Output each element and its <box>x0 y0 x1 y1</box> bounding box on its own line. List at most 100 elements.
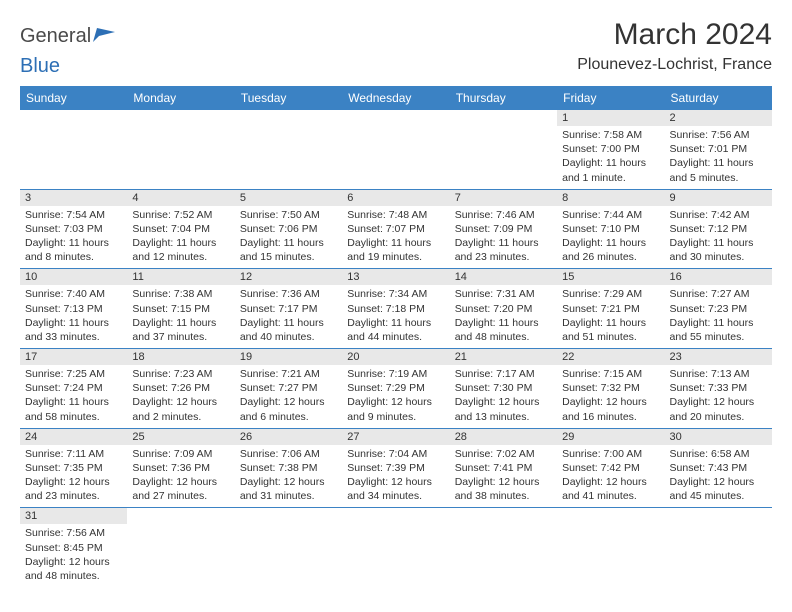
calendar-cell: 22Sunrise: 7:15 AMSunset: 7:32 PMDayligh… <box>557 349 664 429</box>
day-number: 2 <box>665 110 772 126</box>
weekday-header: Tuesday <box>235 86 342 110</box>
calendar-cell: 17Sunrise: 7:25 AMSunset: 7:24 PMDayligh… <box>20 349 127 429</box>
day-number: 6 <box>342 190 449 206</box>
brand-name-gray: General <box>20 25 91 47</box>
day-details: Sunrise: 7:44 AMSunset: 7:10 PMDaylight:… <box>557 206 664 269</box>
day-details: Sunrise: 7:21 AMSunset: 7:27 PMDaylight:… <box>235 365 342 428</box>
calendar-cell: 26Sunrise: 7:06 AMSunset: 7:38 PMDayligh… <box>235 428 342 508</box>
day-number: 16 <box>665 269 772 285</box>
day-details: Sunrise: 7:23 AMSunset: 7:26 PMDaylight:… <box>127 365 234 428</box>
day-number: 9 <box>665 190 772 206</box>
calendar-cell: 12Sunrise: 7:36 AMSunset: 7:17 PMDayligh… <box>235 269 342 349</box>
page-header: General Blue March 2024 Plounevez-Lochris… <box>20 18 772 76</box>
day-details: Sunrise: 7:17 AMSunset: 7:30 PMDaylight:… <box>450 365 557 428</box>
calendar-table: SundayMondayTuesdayWednesdayThursdayFrid… <box>20 86 772 587</box>
calendar-cell: 28Sunrise: 7:02 AMSunset: 7:41 PMDayligh… <box>450 428 557 508</box>
calendar-cell: 25Sunrise: 7:09 AMSunset: 7:36 PMDayligh… <box>127 428 234 508</box>
day-number: 24 <box>20 429 127 445</box>
day-details: Sunrise: 6:58 AMSunset: 7:43 PMDaylight:… <box>665 445 772 508</box>
day-details: Sunrise: 7:04 AMSunset: 7:39 PMDaylight:… <box>342 445 449 508</box>
weekday-header: Sunday <box>20 86 127 110</box>
calendar-cell: 9Sunrise: 7:42 AMSunset: 7:12 PMDaylight… <box>665 189 772 269</box>
calendar-cell: 3Sunrise: 7:54 AMSunset: 7:03 PMDaylight… <box>20 189 127 269</box>
brand-name: General Blue <box>20 26 115 76</box>
calendar-cell: 4Sunrise: 7:52 AMSunset: 7:04 PMDaylight… <box>127 189 234 269</box>
calendar-cell: 23Sunrise: 7:13 AMSunset: 7:33 PMDayligh… <box>665 349 772 429</box>
day-details: Sunrise: 7:11 AMSunset: 7:35 PMDaylight:… <box>20 445 127 508</box>
calendar-row: 3Sunrise: 7:54 AMSunset: 7:03 PMDaylight… <box>20 189 772 269</box>
day-number: 17 <box>20 349 127 365</box>
calendar-cell-empty <box>342 508 449 587</box>
calendar-cell: 7Sunrise: 7:46 AMSunset: 7:09 PMDaylight… <box>450 189 557 269</box>
weekday-header: Wednesday <box>342 86 449 110</box>
day-number: 23 <box>665 349 772 365</box>
day-number: 30 <box>665 429 772 445</box>
day-details: Sunrise: 7:27 AMSunset: 7:23 PMDaylight:… <box>665 285 772 348</box>
day-number: 31 <box>20 508 127 524</box>
day-details: Sunrise: 7:46 AMSunset: 7:09 PMDaylight:… <box>450 206 557 269</box>
calendar-cell: 19Sunrise: 7:21 AMSunset: 7:27 PMDayligh… <box>235 349 342 429</box>
day-details: Sunrise: 7:52 AMSunset: 7:04 PMDaylight:… <box>127 206 234 269</box>
day-details: Sunrise: 7:25 AMSunset: 7:24 PMDaylight:… <box>20 365 127 428</box>
title-block: March 2024 Plounevez-Lochrist, France <box>577 18 772 74</box>
day-details: Sunrise: 7:06 AMSunset: 7:38 PMDaylight:… <box>235 445 342 508</box>
calendar-cell: 13Sunrise: 7:34 AMSunset: 7:18 PMDayligh… <box>342 269 449 349</box>
day-details: Sunrise: 7:31 AMSunset: 7:20 PMDaylight:… <box>450 285 557 348</box>
calendar-cell: 30Sunrise: 6:58 AMSunset: 7:43 PMDayligh… <box>665 428 772 508</box>
calendar-cell: 27Sunrise: 7:04 AMSunset: 7:39 PMDayligh… <box>342 428 449 508</box>
calendar-cell: 5Sunrise: 7:50 AMSunset: 7:06 PMDaylight… <box>235 189 342 269</box>
day-details: Sunrise: 7:02 AMSunset: 7:41 PMDaylight:… <box>450 445 557 508</box>
calendar-cell: 15Sunrise: 7:29 AMSunset: 7:21 PMDayligh… <box>557 269 664 349</box>
day-details: Sunrise: 7:19 AMSunset: 7:29 PMDaylight:… <box>342 365 449 428</box>
location: Plounevez-Lochrist, France <box>577 56 772 74</box>
calendar-cell: 8Sunrise: 7:44 AMSunset: 7:10 PMDaylight… <box>557 189 664 269</box>
day-number: 26 <box>235 429 342 445</box>
day-number: 5 <box>235 190 342 206</box>
calendar-cell: 21Sunrise: 7:17 AMSunset: 7:30 PMDayligh… <box>450 349 557 429</box>
calendar-head: SundayMondayTuesdayWednesdayThursdayFrid… <box>20 86 772 110</box>
day-number: 7 <box>450 190 557 206</box>
calendar-cell-empty <box>235 110 342 189</box>
calendar-body: 1Sunrise: 7:58 AMSunset: 7:00 PMDaylight… <box>20 110 772 587</box>
day-details: Sunrise: 7:50 AMSunset: 7:06 PMDaylight:… <box>235 206 342 269</box>
day-number: 4 <box>127 190 234 206</box>
calendar-cell-empty <box>127 110 234 189</box>
calendar-row: 1Sunrise: 7:58 AMSunset: 7:00 PMDaylight… <box>20 110 772 189</box>
day-number: 22 <box>557 349 664 365</box>
day-details: Sunrise: 7:15 AMSunset: 7:32 PMDaylight:… <box>557 365 664 428</box>
day-number: 13 <box>342 269 449 285</box>
brand-name-blue: Blue <box>20 55 60 77</box>
calendar-row: 10Sunrise: 7:40 AMSunset: 7:13 PMDayligh… <box>20 269 772 349</box>
calendar-cell-empty <box>235 508 342 587</box>
calendar-cell-empty <box>342 110 449 189</box>
calendar-cell: 31Sunrise: 7:56 AMSunset: 8:45 PMDayligh… <box>20 508 127 587</box>
weekday-header: Monday <box>127 86 234 110</box>
day-details: Sunrise: 7:56 AMSunset: 7:01 PMDaylight:… <box>665 126 772 189</box>
calendar-cell: 10Sunrise: 7:40 AMSunset: 7:13 PMDayligh… <box>20 269 127 349</box>
calendar-cell-empty <box>665 508 772 587</box>
day-number: 19 <box>235 349 342 365</box>
calendar-cell: 24Sunrise: 7:11 AMSunset: 7:35 PMDayligh… <box>20 428 127 508</box>
day-details: Sunrise: 7:09 AMSunset: 7:36 PMDaylight:… <box>127 445 234 508</box>
day-details: Sunrise: 7:40 AMSunset: 7:13 PMDaylight:… <box>20 285 127 348</box>
weekday-header: Thursday <box>450 86 557 110</box>
month-title: March 2024 <box>577 18 772 52</box>
day-details: Sunrise: 7:00 AMSunset: 7:42 PMDaylight:… <box>557 445 664 508</box>
day-number: 20 <box>342 349 449 365</box>
day-details: Sunrise: 7:29 AMSunset: 7:21 PMDaylight:… <box>557 285 664 348</box>
calendar-row: 31Sunrise: 7:56 AMSunset: 8:45 PMDayligh… <box>20 508 772 587</box>
day-details: Sunrise: 7:38 AMSunset: 7:15 PMDaylight:… <box>127 285 234 348</box>
day-details: Sunrise: 7:54 AMSunset: 7:03 PMDaylight:… <box>20 206 127 269</box>
day-details: Sunrise: 7:56 AMSunset: 8:45 PMDaylight:… <box>20 524 127 587</box>
day-number: 8 <box>557 190 664 206</box>
day-number: 18 <box>127 349 234 365</box>
day-details: Sunrise: 7:36 AMSunset: 7:17 PMDaylight:… <box>235 285 342 348</box>
day-details: Sunrise: 7:34 AMSunset: 7:18 PMDaylight:… <box>342 285 449 348</box>
calendar-row: 24Sunrise: 7:11 AMSunset: 7:35 PMDayligh… <box>20 428 772 508</box>
day-details: Sunrise: 7:13 AMSunset: 7:33 PMDaylight:… <box>665 365 772 428</box>
day-number: 27 <box>342 429 449 445</box>
calendar-cell-empty <box>450 110 557 189</box>
calendar-cell: 29Sunrise: 7:00 AMSunset: 7:42 PMDayligh… <box>557 428 664 508</box>
day-number: 11 <box>127 269 234 285</box>
weekday-header: Friday <box>557 86 664 110</box>
